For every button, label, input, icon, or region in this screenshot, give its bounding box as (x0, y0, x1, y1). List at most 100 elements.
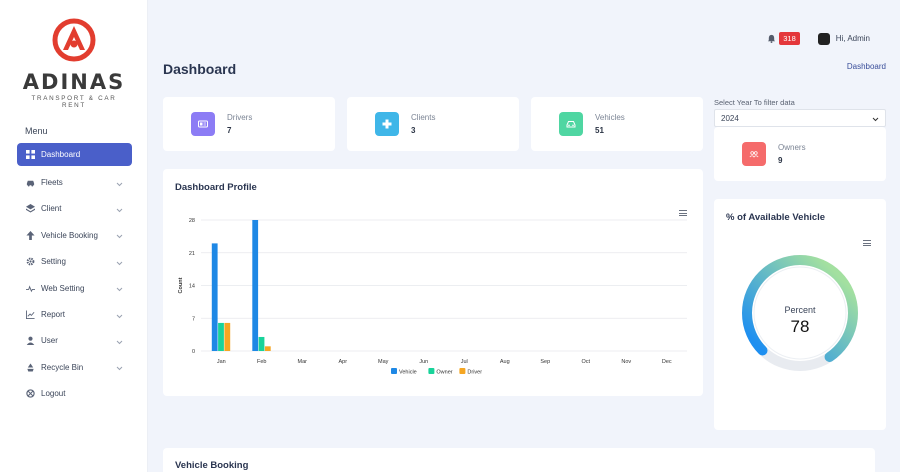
gauge-value: 78 (790, 317, 810, 336)
chart-menu-icon[interactable] (679, 210, 687, 216)
breadcrumb[interactable]: Dashboard (846, 62, 886, 71)
available-vehicle-card: % of Available Vehicle Percent 78 (714, 199, 886, 430)
stat-value: 3 (411, 126, 416, 135)
stat-card-clients: Clients 3 (347, 97, 519, 151)
car-front-icon (566, 121, 576, 128)
legend-swatch (428, 368, 435, 374)
sidebar-item-label: Fleets (41, 178, 63, 188)
year-filter-label: Select Year To filter data (714, 98, 795, 107)
sidebar-item-label: Logout (41, 389, 66, 399)
legend-swatch (391, 368, 397, 374)
y-tick-label: 28 (189, 218, 195, 224)
sidebar-item-label: User (41, 336, 58, 346)
chevron-down-icon (116, 312, 123, 321)
x-tick-label: Nov (621, 359, 631, 365)
sidebar-item-client[interactable]: Client (17, 196, 132, 222)
stat-value: 7 (227, 126, 232, 135)
stat-value: 51 (595, 126, 604, 135)
sidebar-item-label: Web Setting (41, 283, 85, 293)
legend-label: Owner (436, 370, 452, 376)
x-tick-label: Dec (662, 359, 672, 365)
sidebar-item-vehicle-booking[interactable]: Vehicle Booking (17, 222, 132, 248)
stat-card-owners: Owners 9 (714, 127, 886, 181)
x-tick-label: Oct (581, 359, 590, 365)
x-tick-label: Jan (217, 359, 226, 365)
year-select[interactable]: 2024 (714, 109, 886, 127)
stat-card-drivers: Drivers 7 (163, 97, 335, 151)
stat-icon-box (742, 142, 766, 166)
chevron-down-icon (872, 115, 879, 124)
bell-icon[interactable] (767, 34, 776, 43)
gauge-arc (742, 255, 858, 371)
grid-icon (25, 150, 35, 160)
logout-icon (25, 389, 35, 399)
legend-label: Vehicle (399, 370, 417, 376)
sidebar-item-fleets[interactable]: Fleets (17, 169, 132, 195)
sidebar-item-report[interactable]: Report (17, 301, 132, 327)
year-select-value: 2024 (721, 114, 739, 123)
logo-mark-icon (52, 18, 96, 62)
sidebar-item-label: Vehicle Booking (41, 230, 98, 240)
bar-chart: 0 7 14 21 28 Count Jan Feb Mar Apr May Jun Jul Aug Sep… (178, 218, 687, 376)
sidebar-item-web-setting[interactable]: Web Setting (17, 275, 132, 301)
chevron-down-icon (116, 259, 123, 268)
sidebar-item-label: Setting (41, 257, 66, 267)
user-icon (25, 336, 35, 346)
gauge-label: Percent (784, 305, 816, 315)
bar-owner-jan (218, 322, 224, 351)
chart-icon (25, 310, 35, 320)
sidebar-item-recycle-bin[interactable]: Recycle Bin (17, 354, 132, 380)
sidebar-item-user[interactable]: User (17, 328, 132, 354)
sidebar-item-setting[interactable]: Setting (17, 249, 132, 275)
recycle-icon (25, 362, 35, 372)
stat-value: 9 (778, 156, 783, 165)
legend-label: Driver (467, 370, 482, 376)
notification-badge[interactable]: 318 (779, 32, 800, 45)
available-vehicle-title: % of Available Vehicle (726, 212, 826, 223)
user-greeting[interactable]: Hi, Admin (835, 34, 870, 43)
stat-icon-box (191, 112, 215, 136)
x-tick-label: Aug (500, 359, 510, 365)
bar-driver-jan (224, 322, 231, 351)
legend-swatch (459, 368, 466, 374)
x-tick-label: May (378, 359, 389, 365)
upload-icon (25, 230, 35, 240)
dashboard-profile-card: Dashboard Profile 0 7 14 21 28 Count Jan Feb Mar… (163, 169, 703, 396)
chevron-down-icon (116, 338, 123, 347)
layers-icon (25, 204, 35, 214)
owners-icon (749, 151, 759, 158)
y-tick-label: 7 (192, 316, 195, 322)
sidebar-item-dashboard[interactable]: Dashboard (17, 143, 132, 166)
sidebar-nav: Dashboard Fleets Client Vehicle Booking … (17, 143, 132, 407)
sidebar-item-label: Recycle Bin (41, 362, 84, 372)
y-tick-label: 21 (189, 251, 195, 257)
chevron-down-icon (116, 364, 123, 373)
radial-gauge (742, 255, 858, 371)
clients-icon (382, 119, 392, 129)
menu-heading: Menu (25, 126, 48, 136)
sidebar-item-logout[interactable]: Logout (17, 381, 132, 407)
chart-menu-icon[interactable] (863, 240, 871, 246)
stat-label: Drivers (227, 113, 253, 122)
brand-logo[interactable]: ADINAS TRANSPORT & CAR RENT (18, 18, 130, 109)
pulse-icon (25, 283, 35, 293)
topbar: 318 Hi, Admin (767, 32, 870, 45)
x-tick-label: Jun (419, 359, 428, 365)
x-tick-label: Mar (298, 359, 308, 365)
bar-vehicle-feb (252, 220, 259, 351)
stat-label: Vehicles (595, 113, 625, 122)
bar-owner-feb (258, 336, 265, 351)
stat-label: Owners (778, 143, 806, 152)
id-card-icon (198, 120, 208, 128)
x-tick-label: Apr (338, 359, 347, 365)
chevron-down-icon (116, 180, 123, 189)
y-axis-label: Count (178, 277, 184, 293)
sidebar-item-label: Dashboard (41, 150, 81, 159)
dashboard-profile-title: Dashboard Profile (175, 182, 257, 193)
vehicle-booking-card: Vehicle Booking (163, 448, 875, 472)
avatar[interactable] (817, 32, 830, 45)
brand-tagline: TRANSPORT & CAR RENT (31, 95, 117, 109)
gear-icon (25, 257, 35, 267)
y-tick-label: 0 (192, 349, 195, 355)
page-title: Dashboard (163, 61, 237, 77)
